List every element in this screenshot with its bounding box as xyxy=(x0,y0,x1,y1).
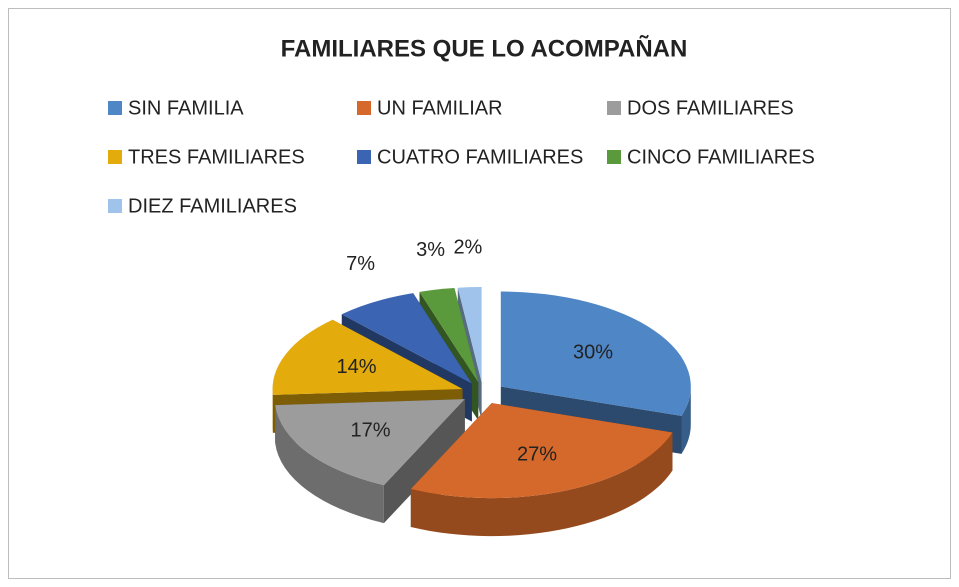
data-label: 30% xyxy=(573,341,613,363)
data-label: 2% xyxy=(453,236,482,258)
legend-label: CINCO FAMILIARES xyxy=(627,146,815,168)
legend-swatch xyxy=(607,150,621,164)
data-label: 3% xyxy=(416,239,445,261)
legend-swatch xyxy=(108,101,122,115)
data-label: 14% xyxy=(337,356,377,378)
legend-swatch xyxy=(357,150,371,164)
data-label: 7% xyxy=(346,253,375,275)
legend-label: CUATRO FAMILIARES xyxy=(377,146,583,168)
legend-label: DIEZ FAMILIARES xyxy=(128,195,297,217)
legend-label: DOS FAMILIARES xyxy=(627,97,794,119)
legend-label: UN FAMILIAR xyxy=(377,97,503,119)
legend-swatch xyxy=(607,101,621,115)
legend-swatch xyxy=(108,150,122,164)
data-label: 27% xyxy=(517,444,557,466)
legend-label: TRES FAMILIARES xyxy=(128,146,305,168)
chart-title: FAMILIARES QUE LO ACOMPAÑAN xyxy=(281,34,688,62)
legend-label: SIN FAMILIA xyxy=(128,97,244,119)
data-label: 17% xyxy=(351,420,391,442)
legend-swatch xyxy=(357,101,371,115)
legend-swatch xyxy=(108,199,122,213)
